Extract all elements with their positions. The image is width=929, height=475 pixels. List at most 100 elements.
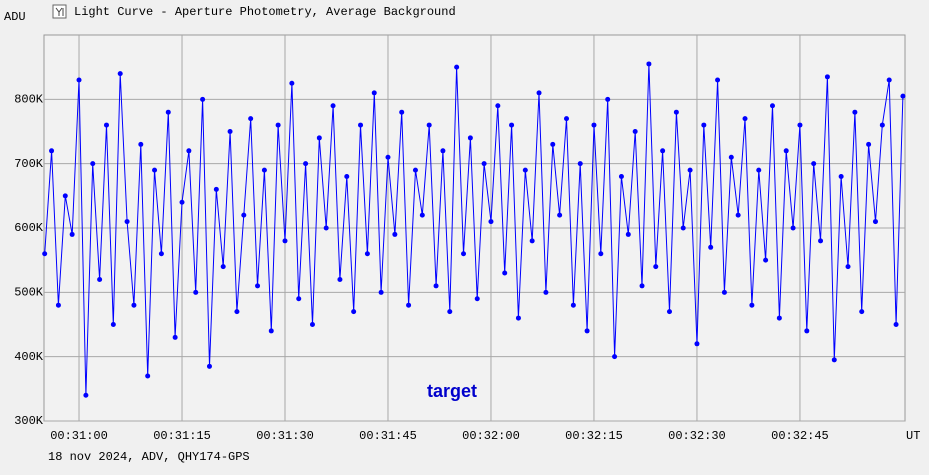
x-axis-label: UT [906,429,920,443]
data-point [811,161,817,167]
data-point [364,251,370,257]
data-point [55,302,61,308]
data-point [776,315,782,321]
data-point [385,154,391,160]
data-point [550,141,556,147]
data-point [117,71,123,77]
data-point [694,341,700,347]
data-point [818,238,824,244]
data-point [735,212,741,218]
data-point [83,392,89,398]
data-point [687,167,693,173]
chart-title: Light Curve - Aperture Photometry, Avera… [74,5,456,19]
data-point [234,309,240,315]
data-point [193,289,199,295]
y-tick-label: 800K [14,93,44,107]
data-point [241,212,247,218]
data-point [666,309,672,315]
data-point [158,251,164,257]
data-point [763,257,769,263]
data-point [323,225,329,231]
data-point [255,283,261,289]
data-point [179,199,185,205]
data-point [708,244,714,250]
data-point [612,354,618,360]
data-point [598,251,604,257]
data-point [200,96,206,102]
data-point [756,167,762,173]
data-point [392,231,398,237]
data-point [872,219,878,225]
data-point [110,322,116,327]
x-tick-label: 00:31:45 [359,429,417,443]
annotation: target [427,381,477,401]
data-point [103,122,109,128]
data-point [316,135,322,141]
data-point [605,96,611,102]
data-point [172,334,178,340]
data-point [124,219,130,225]
data-point [337,276,343,282]
data-point [488,219,494,225]
data-point [728,154,734,160]
data-point [296,296,302,302]
data-point [309,322,315,327]
x-tick-label: 00:31:15 [153,429,211,443]
data-point [721,289,727,295]
data-point [680,225,686,231]
data-point [97,276,103,282]
data-point [358,122,364,128]
data-point [454,64,460,70]
data-point [152,167,158,173]
data-point [529,238,535,244]
data-point [845,264,851,270]
data-point [303,161,309,167]
data-point [591,122,597,128]
data-point [248,116,254,122]
y-tick-label: 500K [14,286,44,300]
x-tick-label: 00:32:00 [462,429,520,443]
data-point [852,109,858,115]
data-point [653,264,659,270]
data-point [412,167,418,173]
data-point [886,77,892,83]
data-point [769,103,775,109]
y-axis-label: ADU [4,10,26,24]
data-point [715,77,721,83]
data-point [275,122,281,128]
data-point [790,225,796,231]
data-point [831,357,837,363]
data-point [406,302,412,308]
data-point [426,122,432,128]
data-point [227,129,233,134]
data-point [838,174,844,180]
data-point [797,122,803,128]
data-point [220,264,226,270]
data-point [186,148,192,154]
data-point [62,193,68,199]
y-tick-label: 400K [14,350,44,364]
y-tick-label: 300K [14,414,44,428]
data-point [474,296,480,302]
data-point [646,61,652,67]
data-point [289,80,295,86]
data-point [378,289,384,295]
data-point [618,174,624,180]
data-point [804,328,810,334]
data-point [701,122,707,128]
data-point [399,109,405,115]
series-line [44,63,904,396]
data-point [440,148,446,154]
data-point [900,93,906,99]
data-point [419,212,425,218]
data-point [893,322,899,327]
data-point [509,122,515,128]
data-point [502,270,508,276]
data-point [90,161,96,167]
data-point [742,116,748,122]
data-point [433,283,439,289]
x-tick-label: 00:32:45 [771,429,829,443]
data-point [515,315,521,321]
data-point [213,186,219,192]
x-tick-label: 00:32:30 [668,429,726,443]
